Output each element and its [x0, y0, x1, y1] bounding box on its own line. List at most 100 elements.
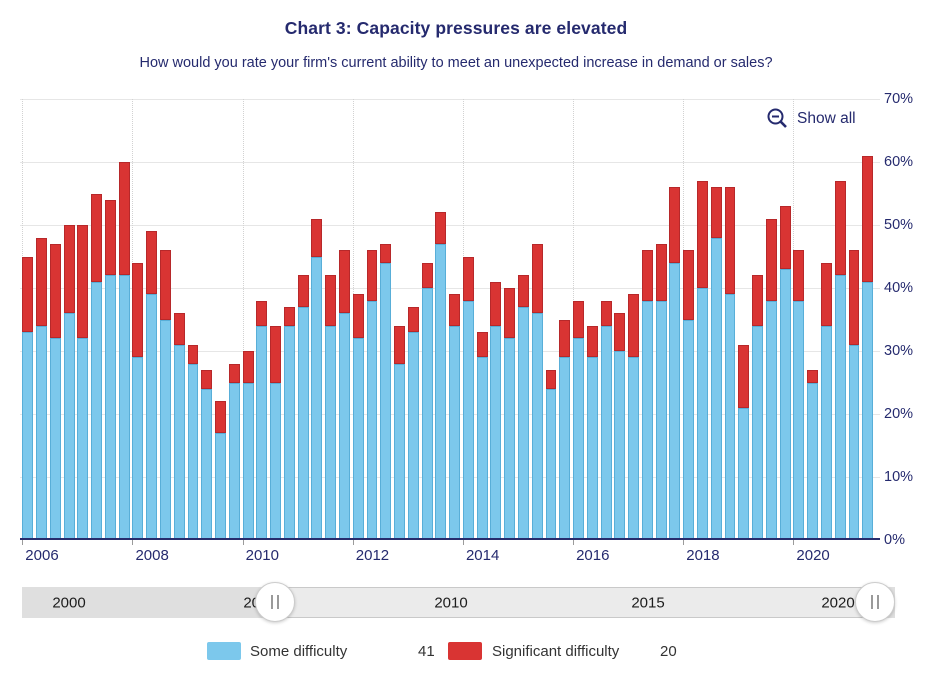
- bar-segment-some-difficulty[interactable]: [738, 407, 750, 540]
- bar-segment-significant-difficulty[interactable]: [173, 313, 185, 345]
- bar-segment-some-difficulty[interactable]: [683, 319, 695, 540]
- bar-segment-some-difficulty[interactable]: [504, 338, 516, 540]
- scrollbar-left-handle[interactable]: [255, 582, 295, 622]
- bar-segment-significant-difficulty[interactable]: [793, 250, 805, 301]
- bar-segment-significant-difficulty[interactable]: [160, 250, 171, 320]
- bar-segment-some-difficulty[interactable]: [36, 325, 47, 540]
- bar-segment-significant-difficulty[interactable]: [270, 325, 282, 383]
- bar-segment-some-difficulty[interactable]: [283, 325, 295, 540]
- bar-segment-some-difficulty[interactable]: [394, 363, 405, 540]
- bar-segment-significant-difficulty[interactable]: [738, 344, 750, 408]
- bar-segment-some-difficulty[interactable]: [380, 262, 392, 540]
- bar-segment-significant-difficulty[interactable]: [724, 187, 736, 295]
- bar-segment-significant-difficulty[interactable]: [394, 325, 405, 364]
- bar-segment-some-difficulty[interactable]: [779, 269, 791, 540]
- bar-segment-some-difficulty[interactable]: [518, 306, 529, 540]
- bar-segment-significant-difficulty[interactable]: [407, 306, 419, 333]
- bar-segment-some-difficulty[interactable]: [325, 325, 337, 540]
- bar-segment-some-difficulty[interactable]: [545, 388, 557, 540]
- bar-segment-significant-difficulty[interactable]: [614, 313, 626, 351]
- bar-segment-some-difficulty[interactable]: [215, 432, 226, 540]
- bar-segment-significant-difficulty[interactable]: [476, 332, 488, 358]
- bar-segment-significant-difficulty[interactable]: [449, 294, 461, 326]
- bar-segment-significant-difficulty[interactable]: [187, 344, 199, 364]
- bar-segment-significant-difficulty[interactable]: [256, 300, 268, 326]
- bar-segment-some-difficulty[interactable]: [339, 313, 350, 540]
- bar-segment-some-difficulty[interactable]: [49, 338, 61, 540]
- bar-segment-significant-difficulty[interactable]: [91, 193, 103, 282]
- bar-segment-significant-difficulty[interactable]: [545, 369, 557, 389]
- bar-segment-significant-difficulty[interactable]: [435, 212, 447, 244]
- bar-segment-some-difficulty[interactable]: [807, 382, 819, 540]
- bar-segment-significant-difficulty[interactable]: [242, 351, 254, 383]
- bar-segment-some-difficulty[interactable]: [201, 388, 213, 540]
- bar-segment-some-difficulty[interactable]: [146, 294, 158, 540]
- bar-segment-some-difficulty[interactable]: [435, 243, 447, 540]
- bar-segment-some-difficulty[interactable]: [586, 357, 598, 540]
- bar-segment-some-difficulty[interactable]: [848, 344, 860, 540]
- bar-segment-some-difficulty[interactable]: [22, 332, 34, 540]
- bar-segment-some-difficulty[interactable]: [77, 338, 89, 540]
- legend-label-some-difficulty[interactable]: Some difficulty: [250, 643, 348, 660]
- bar-segment-significant-difficulty[interactable]: [325, 275, 337, 326]
- bar-segment-significant-difficulty[interactable]: [283, 306, 295, 326]
- bar-segment-some-difficulty[interactable]: [476, 357, 488, 540]
- bar-segment-significant-difficulty[interactable]: [655, 243, 667, 301]
- timeline-scrollbar[interactable]: 20002005201020152020: [22, 582, 895, 622]
- bar-segment-significant-difficulty[interactable]: [462, 256, 474, 301]
- bar-segment-significant-difficulty[interactable]: [380, 243, 392, 263]
- bar-segment-some-difficulty[interactable]: [132, 357, 144, 540]
- bar-segment-some-difficulty[interactable]: [573, 338, 584, 540]
- bar-segment-significant-difficulty[interactable]: [118, 162, 130, 276]
- bar-segment-some-difficulty[interactable]: [407, 332, 419, 540]
- bar-segment-significant-difficulty[interactable]: [36, 237, 47, 326]
- bar-segment-some-difficulty[interactable]: [655, 300, 667, 540]
- bar-segment-significant-difficulty[interactable]: [683, 250, 695, 320]
- bar-segment-significant-difficulty[interactable]: [600, 300, 612, 326]
- bar-segment-some-difficulty[interactable]: [641, 300, 653, 540]
- bar-segment-some-difficulty[interactable]: [793, 300, 805, 540]
- bar-segment-some-difficulty[interactable]: [118, 275, 130, 540]
- bar-segment-some-difficulty[interactable]: [352, 338, 364, 540]
- bar-segment-significant-difficulty[interactable]: [311, 218, 323, 257]
- bar-segment-significant-difficulty[interactable]: [490, 281, 502, 326]
- bar-segment-significant-difficulty[interactable]: [215, 401, 226, 433]
- bar-segment-significant-difficulty[interactable]: [63, 225, 75, 314]
- bar-segment-significant-difficulty[interactable]: [228, 363, 240, 383]
- show-all-button[interactable]: Show all: [766, 107, 856, 131]
- bar-segment-significant-difficulty[interactable]: [697, 180, 708, 288]
- bar-segment-some-difficulty[interactable]: [173, 344, 185, 540]
- bar-segment-some-difficulty[interactable]: [421, 288, 433, 540]
- bar-segment-some-difficulty[interactable]: [710, 237, 722, 540]
- scrollbar-right-handle[interactable]: [855, 582, 895, 622]
- bar-segment-some-difficulty[interactable]: [614, 351, 626, 540]
- legend-swatch-significant-difficulty[interactable]: [448, 642, 482, 660]
- bar-segment-some-difficulty[interactable]: [160, 319, 171, 540]
- bar-segment-some-difficulty[interactable]: [104, 275, 116, 540]
- bar-segment-significant-difficulty[interactable]: [641, 250, 653, 301]
- bar-segment-some-difficulty[interactable]: [765, 300, 777, 540]
- bar-segment-some-difficulty[interactable]: [531, 313, 543, 540]
- bar-segment-some-difficulty[interactable]: [600, 325, 612, 540]
- bar-segment-some-difficulty[interactable]: [628, 357, 640, 540]
- bar-segment-significant-difficulty[interactable]: [573, 300, 584, 339]
- bar-segment-significant-difficulty[interactable]: [22, 256, 34, 333]
- legend-swatch-some-difficulty[interactable]: [207, 642, 241, 660]
- bar-segment-significant-difficulty[interactable]: [710, 187, 722, 238]
- bar-segment-significant-difficulty[interactable]: [628, 294, 640, 358]
- bar-segment-some-difficulty[interactable]: [724, 294, 736, 540]
- bar-segment-some-difficulty[interactable]: [462, 300, 474, 540]
- bar-segment-significant-difficulty[interactable]: [848, 250, 860, 345]
- bar-segment-some-difficulty[interactable]: [366, 300, 378, 540]
- bar-segment-some-difficulty[interactable]: [862, 281, 874, 540]
- bar-segment-some-difficulty[interactable]: [311, 256, 323, 540]
- bar-segment-significant-difficulty[interactable]: [518, 275, 529, 307]
- bar-segment-significant-difficulty[interactable]: [421, 262, 433, 288]
- bar-segment-significant-difficulty[interactable]: [504, 288, 516, 339]
- bar-segment-significant-difficulty[interactable]: [531, 243, 543, 314]
- bar-segment-some-difficulty[interactable]: [669, 262, 681, 540]
- bar-segment-some-difficulty[interactable]: [559, 357, 571, 540]
- bar-segment-significant-difficulty[interactable]: [752, 275, 763, 326]
- bar-segment-significant-difficulty[interactable]: [586, 325, 598, 358]
- bar-segment-some-difficulty[interactable]: [187, 363, 199, 540]
